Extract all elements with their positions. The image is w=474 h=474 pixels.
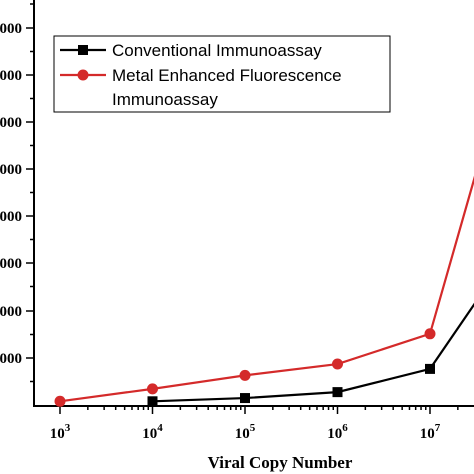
data-point: [332, 358, 343, 370]
legend-label: Conventional Immunoassay: [112, 41, 322, 60]
y-tick-label: 000: [0, 209, 22, 225]
legend-box: [53, 35, 391, 113]
y-tick-label: 000: [0, 115, 22, 131]
series-layer: [54, 175, 474, 407]
legend-marker: [78, 45, 88, 55]
x-tick-label: 103: [50, 422, 71, 442]
data-point: [240, 393, 250, 404]
x-axis-ticks: 103 104 105 106 107: [50, 406, 459, 442]
series-line-2: [59, 175, 474, 403]
data-point: [332, 387, 343, 398]
y-tick-label: 000: [0, 304, 22, 320]
data-point: [147, 396, 158, 407]
y-axis-ticks: 000 000 000 000 000 000 000 000: [0, 3, 34, 383]
x-tick-label: 107: [420, 422, 441, 442]
x-tick-label: 105: [235, 422, 256, 442]
data-point: [54, 395, 66, 407]
legend-label: Metal Enhanced Fluorescence Immunoassay: [112, 66, 342, 109]
legend-marker: [77, 69, 89, 81]
y-tick-label: 000: [0, 256, 22, 272]
data-point: [424, 328, 436, 340]
data-point: [425, 363, 435, 374]
y-tick-label: 000: [0, 68, 22, 84]
data-point: [239, 369, 251, 381]
legend: Conventional Immunoassay Metal Enhanced F…: [53, 35, 391, 113]
x-axis-label: Viral Copy Number: [208, 453, 353, 472]
series-line-1: [152, 302, 474, 403]
y-tick-label: 000: [0, 351, 22, 367]
x-tick-label: 104: [142, 422, 163, 442]
y-tick-label: 000: [0, 162, 22, 178]
data-point: [147, 383, 158, 395]
x-tick-label: 106: [327, 422, 348, 442]
y-tick-label: 000: [0, 21, 22, 37]
